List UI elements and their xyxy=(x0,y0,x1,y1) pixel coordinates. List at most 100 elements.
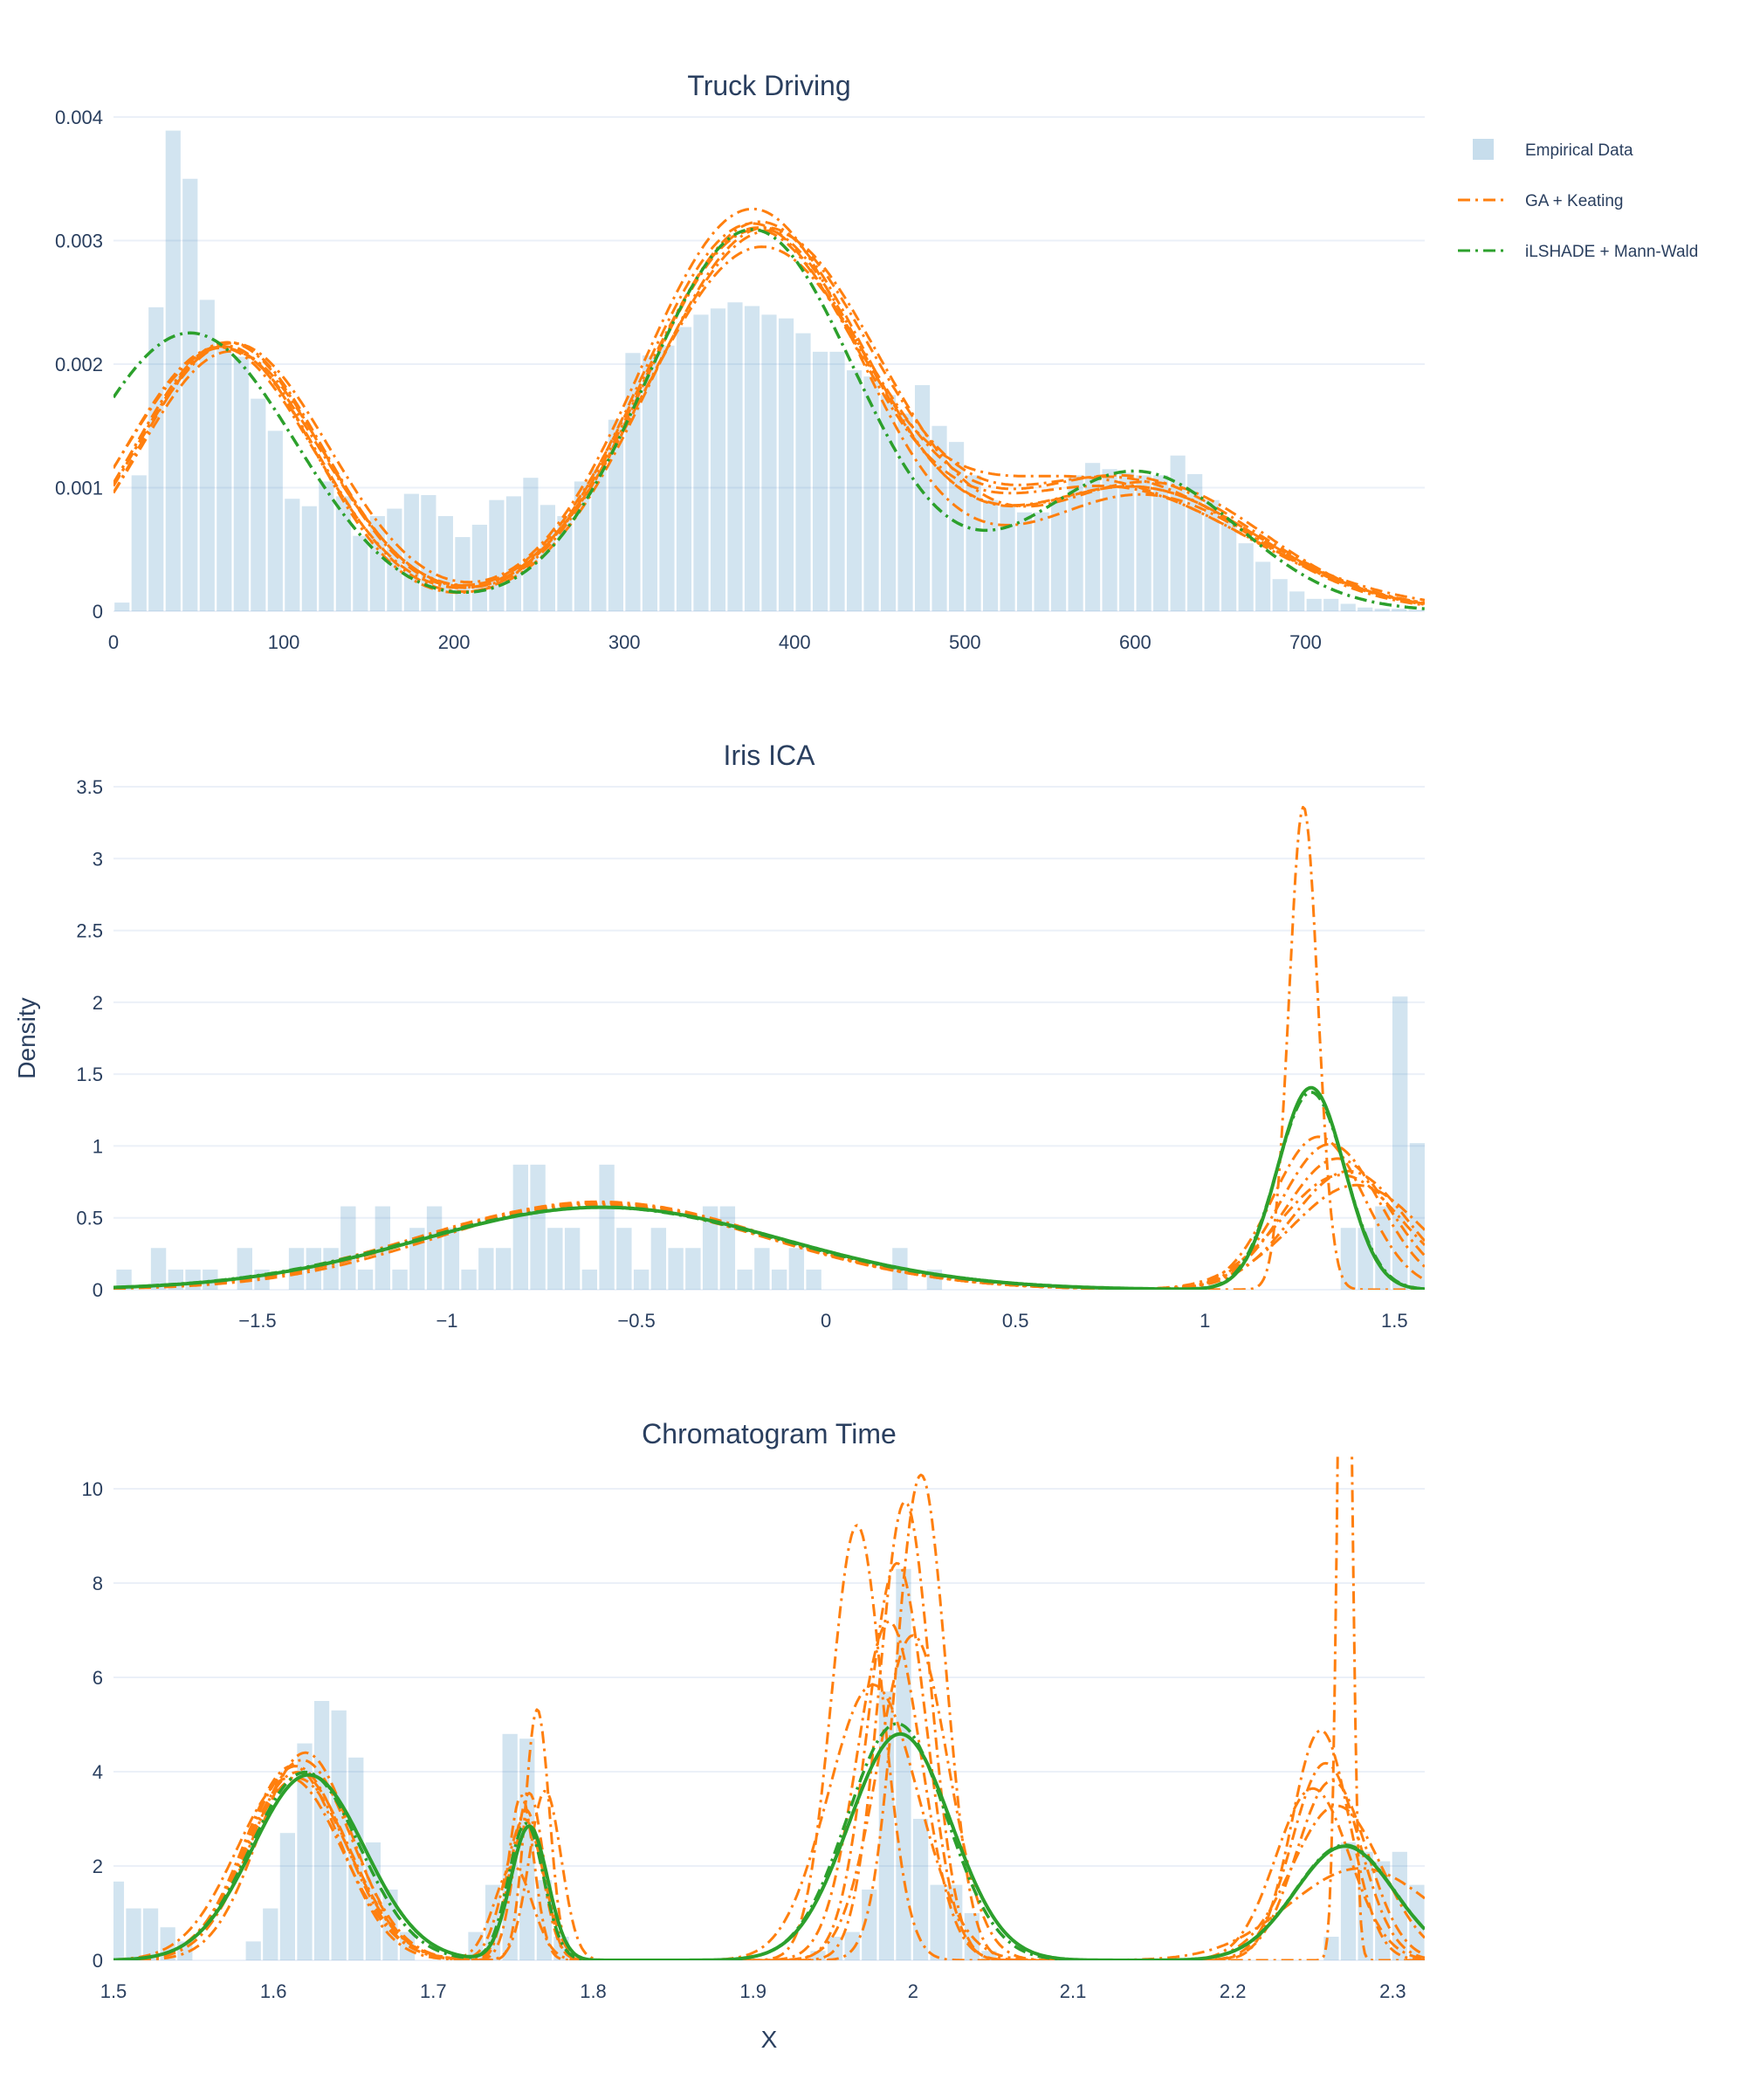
hist-bar xyxy=(1051,499,1067,611)
hist-bar xyxy=(437,516,453,611)
hist-bar xyxy=(348,1757,364,1960)
hist-bar xyxy=(912,1819,929,1960)
hist-bar xyxy=(744,306,760,611)
hist-bar xyxy=(142,1908,159,1960)
x-tick-label: 0 xyxy=(108,631,119,653)
hist-bar xyxy=(1204,499,1220,611)
y-tick-label: 8 xyxy=(93,1573,103,1594)
hist-bar xyxy=(1255,561,1271,611)
hist-bar xyxy=(1340,1228,1357,1290)
hist-bar xyxy=(1392,609,1407,611)
hist-bar xyxy=(1495,1248,1510,1290)
hist-bar xyxy=(199,300,215,611)
hist-bar xyxy=(114,602,130,611)
hist-bar xyxy=(150,1248,167,1290)
x-tick-label: 1.8 xyxy=(580,1980,607,2002)
hist-bar xyxy=(812,351,828,611)
hist-bar xyxy=(599,1164,615,1290)
hist-bar xyxy=(778,318,794,611)
hist-bar xyxy=(981,1951,997,1960)
histogram xyxy=(116,996,1510,1290)
hist-bar xyxy=(387,508,402,611)
hist-bar xyxy=(1444,1932,1459,1960)
hist-bar xyxy=(512,1164,529,1290)
hist-bar xyxy=(771,1269,787,1290)
x-tick-label: 0.5 xyxy=(1002,1310,1029,1332)
hist-bar xyxy=(983,499,999,611)
ga-keating-curve xyxy=(113,229,1425,606)
legend-label: Empirical Data xyxy=(1525,141,1633,160)
hist-bar xyxy=(251,398,266,611)
hist-bar xyxy=(131,475,147,611)
y-tick-label: 3 xyxy=(93,848,103,870)
hist-bar xyxy=(306,1248,322,1290)
y-tick-label: 6 xyxy=(93,1667,103,1689)
y-tick-label: 0.004 xyxy=(55,107,103,128)
hist-bar xyxy=(1479,1248,1494,1290)
legend-label: iLSHADE + Mann-Wald xyxy=(1525,243,1698,261)
y-tick-label: 0.001 xyxy=(55,478,103,499)
x-tick-label: 600 xyxy=(1119,631,1151,653)
hist-bar xyxy=(948,442,965,611)
hist-bar xyxy=(353,535,368,611)
hist-bar xyxy=(357,1269,374,1290)
hist-bar xyxy=(862,1890,877,1960)
hist-bar xyxy=(530,1164,546,1290)
x-tick-label: 2.2 xyxy=(1220,1980,1247,2002)
panel-title: Truck Driving xyxy=(687,70,850,101)
x-tick-label: 1 xyxy=(1200,1310,1210,1332)
hist-bar xyxy=(966,475,981,611)
hist-bar xyxy=(1289,591,1305,611)
hist-bar xyxy=(616,1228,632,1290)
hist-bar xyxy=(702,1206,718,1290)
hist-bar xyxy=(495,1248,512,1290)
panel-2: 0 0.5 1 1.5 2 2.5 3 3.5 −1.5 −1 −0.5 0 0.5 1 1.5 Iris I… xyxy=(13,740,1510,1332)
hist-bar xyxy=(1102,469,1117,611)
ga-keating-curve xyxy=(113,220,1425,605)
hist-bar xyxy=(1272,579,1288,611)
hist-bar xyxy=(659,345,675,611)
hist-bar xyxy=(1408,609,1424,611)
x-tick-label: 1.5 xyxy=(100,1980,127,2002)
ga-keating-curve xyxy=(113,1500,1425,1960)
x-tick-label: 2.3 xyxy=(1379,1980,1406,2002)
hist-bar xyxy=(581,1269,598,1290)
hist-bar xyxy=(319,481,334,611)
hist-bar xyxy=(523,478,539,611)
hist-bar xyxy=(113,1881,125,1960)
hist-bar xyxy=(844,1931,860,1960)
x-tick-label: 2 xyxy=(908,1980,918,2002)
hist-bar xyxy=(1374,609,1390,611)
x-tick-label: 1.5 xyxy=(1381,1310,1408,1332)
legend-item: iLSHADE + Mann-Wald xyxy=(1458,243,1698,261)
hist-bar xyxy=(668,1248,684,1290)
hist-bar xyxy=(233,356,249,611)
y-tick-label: 0 xyxy=(93,1279,103,1301)
hist-bar xyxy=(633,1269,650,1290)
legend-item: GA + Keating xyxy=(1458,192,1624,210)
hist-bar xyxy=(1000,506,1015,611)
hist-bar xyxy=(761,314,777,611)
hist-bar xyxy=(301,506,317,611)
hist-bar xyxy=(485,1884,501,1960)
legend: Empirical Data GA + Keating iLSHADE + Mann… xyxy=(1458,139,1698,261)
x-tick-label: −1 xyxy=(436,1310,457,1332)
x-tick-label: −1.5 xyxy=(238,1310,276,1332)
hist-bar xyxy=(203,1269,218,1290)
hist-bar xyxy=(323,1248,339,1290)
hist-bar xyxy=(461,1269,477,1290)
y-tick-label: 0.002 xyxy=(55,354,103,375)
y-tick-label: 0.5 xyxy=(76,1208,103,1229)
y-tick-label: 2 xyxy=(93,1856,103,1877)
hist-bar xyxy=(1136,475,1151,611)
hist-bar xyxy=(795,333,811,611)
x-tick-label: 100 xyxy=(268,631,300,653)
hist-bar xyxy=(693,314,709,611)
hist-bar xyxy=(1426,1165,1441,1290)
hist-bar xyxy=(557,516,573,611)
hist-bar xyxy=(263,1908,278,1960)
hist-bar xyxy=(313,1701,330,1960)
curves xyxy=(113,1456,1425,1960)
